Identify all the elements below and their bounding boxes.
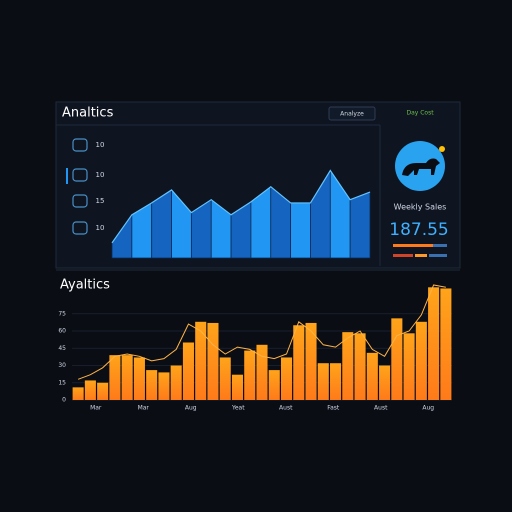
- sidebar-icon[interactable]: [72, 194, 88, 208]
- bar: [317, 363, 329, 400]
- y-tick-label: 15: [58, 379, 66, 386]
- x-tick-label: Aug: [185, 405, 197, 412]
- chart-title: Ayaltics: [60, 278, 110, 293]
- bar: [379, 365, 391, 400]
- bar: [84, 380, 96, 400]
- bar: [428, 287, 440, 400]
- bar: [219, 357, 231, 400]
- bar: [109, 355, 121, 400]
- x-tick-label: Fast: [327, 405, 340, 412]
- panel-title: Analtics: [62, 106, 114, 121]
- area-line: [111, 169, 371, 244]
- button-label[interactable]: Analyze: [340, 111, 364, 118]
- x-tick-label: Yeat: [231, 405, 245, 412]
- sidebar-label: 10: [96, 171, 105, 179]
- bar: [354, 333, 366, 400]
- area-segment: [349, 191, 371, 259]
- sidebar-label: 15: [96, 197, 105, 205]
- y-tick-label: 60: [58, 328, 66, 335]
- area-segment: [290, 202, 311, 259]
- x-tick-label: Aust: [374, 405, 388, 412]
- bar: [158, 372, 170, 400]
- avatar-icon: [402, 158, 440, 176]
- bar: [293, 325, 305, 400]
- sidebar-label: 10: [96, 224, 105, 232]
- bar: [170, 365, 182, 400]
- bar: [403, 333, 415, 400]
- bar: [146, 370, 158, 400]
- bar: [305, 322, 317, 400]
- y-tick-label: 0: [62, 397, 66, 404]
- sidebar-icon[interactable]: [72, 221, 88, 235]
- progress-bar: [433, 244, 447, 247]
- progress-bar: [393, 254, 413, 257]
- bar: [440, 288, 452, 400]
- bar: [182, 342, 194, 400]
- progress-bar: [415, 254, 427, 257]
- bar: [280, 357, 293, 400]
- bar: [342, 332, 354, 400]
- bar: [195, 321, 207, 400]
- bar: [330, 363, 342, 400]
- bar: [207, 322, 219, 400]
- progress-bar: [429, 254, 447, 257]
- bar: [121, 355, 133, 400]
- x-tick-label: Mar: [90, 405, 102, 412]
- sidebar-icon[interactable]: [72, 138, 88, 152]
- bar: [256, 344, 268, 400]
- bar: [97, 382, 109, 400]
- sidebar-icon[interactable]: [72, 168, 88, 182]
- y-tick-label: 30: [58, 362, 66, 369]
- card-label: Weekly Sales: [394, 203, 447, 212]
- bar: [133, 357, 145, 400]
- bar: [366, 352, 378, 400]
- trend-line: [77, 284, 446, 380]
- analyze-button[interactable]: [328, 106, 376, 121]
- bar: [244, 350, 256, 400]
- y-tick-label: 75: [58, 310, 66, 317]
- sidebar-label: 10: [96, 141, 105, 149]
- x-tick-label: Aug: [422, 405, 434, 412]
- progress-bar: [393, 244, 433, 247]
- active-indicator: [66, 168, 68, 184]
- bar: [231, 374, 244, 400]
- bar: [268, 370, 280, 400]
- y-tick-label: 45: [58, 345, 66, 352]
- bar: [72, 387, 84, 400]
- bar: [391, 318, 403, 400]
- x-tick-label: Aust: [279, 405, 293, 412]
- card-value: 187.55: [389, 220, 448, 240]
- bar: [415, 321, 427, 400]
- status-text: Day Cost: [406, 110, 434, 117]
- x-tick-label: Mar: [138, 405, 150, 412]
- avatar-badge: [439, 146, 445, 152]
